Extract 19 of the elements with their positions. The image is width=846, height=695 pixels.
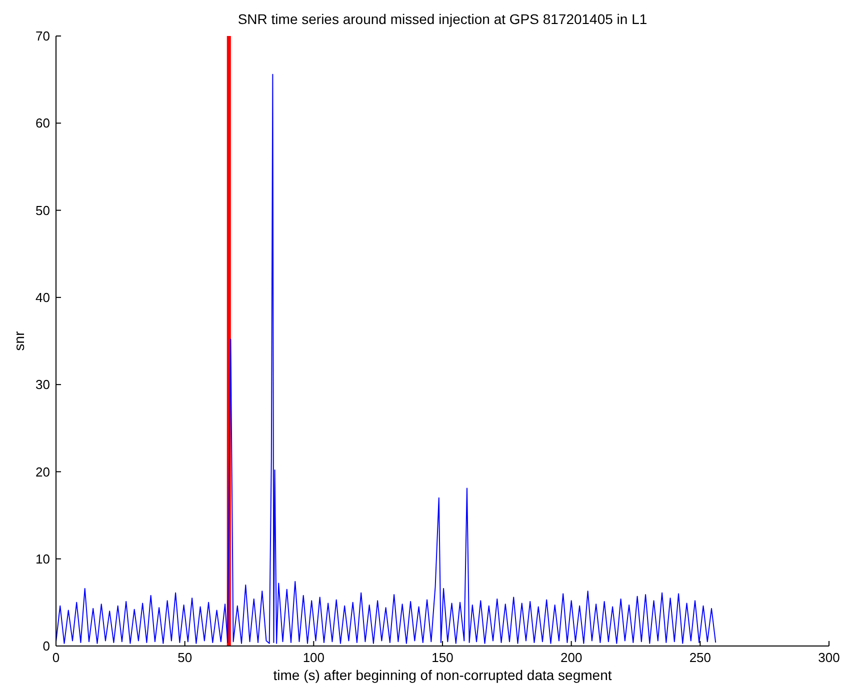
y-tick-label: 50	[36, 202, 50, 218]
x-tick-label: 200	[560, 650, 582, 665]
y-tick-label: 30	[36, 377, 50, 392]
x-tick-label: 250	[689, 650, 712, 665]
y-tick-label: 70	[36, 28, 50, 44]
x-tick-label: 100	[302, 650, 325, 665]
y-tick-label: 10	[36, 551, 50, 566]
y-tick-label: 40	[36, 290, 50, 305]
y-tick-label: 60	[36, 116, 50, 131]
y-tick-label: 20	[36, 464, 50, 480]
x-tick-label: 150	[432, 650, 454, 665]
y-axis-title: snr	[11, 330, 27, 351]
x-tick-label: 50	[178, 650, 192, 665]
x-tick-label: 300	[818, 650, 840, 665]
chart-title: SNR time series around missed injection at GPS 817201405 in L1	[238, 11, 648, 27]
x-tick-label: 0	[52, 650, 60, 665]
line-series	[56, 74, 716, 644]
y-tick-label: 0	[42, 638, 50, 654]
x-axis-title: time (s) after beginning of non-corrupted data segment	[273, 667, 612, 683]
